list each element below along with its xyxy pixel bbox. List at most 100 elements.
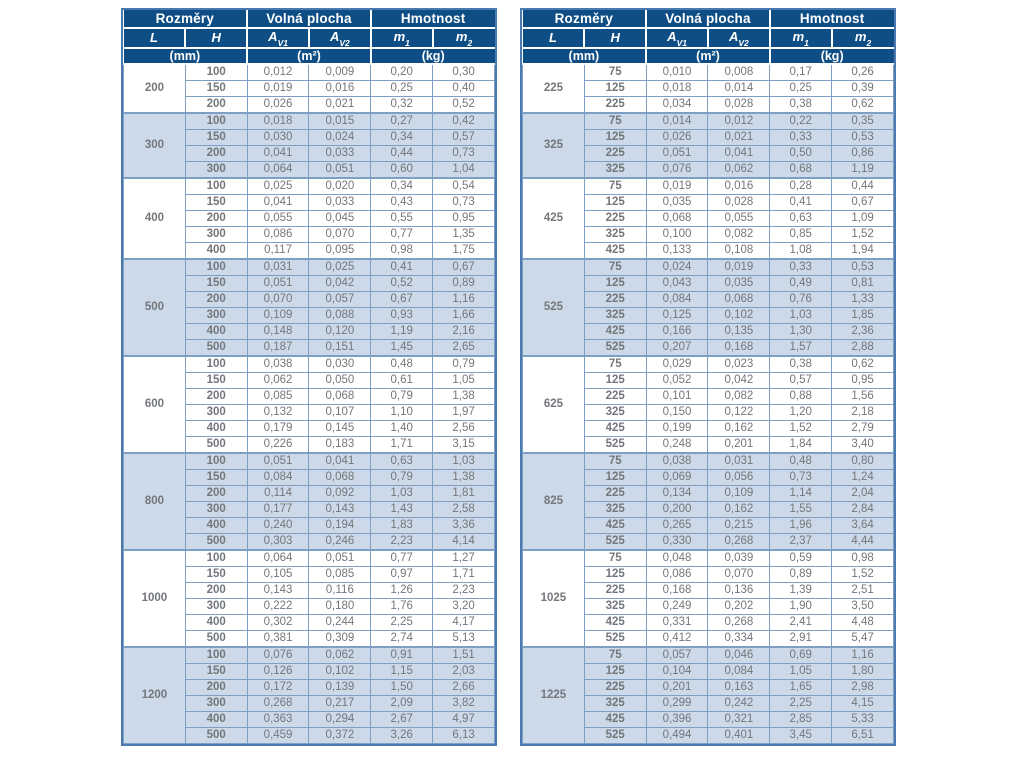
data-cell: 2,16 <box>432 322 495 340</box>
data-cell: 0,201 <box>707 435 771 454</box>
data-cell: 0,217 <box>308 694 372 712</box>
data-cell: 0,63 <box>769 209 833 227</box>
data-cell: 1,08 <box>769 241 833 260</box>
header-symbol-cell: L <box>123 27 187 49</box>
data-cell: 0,33 <box>769 128 833 146</box>
data-cell: 0,177 <box>246 500 310 518</box>
h-value-cell: 400 <box>184 710 248 728</box>
data-cell: 0,133 <box>645 241 709 260</box>
h-value-cell: 100 <box>184 112 248 130</box>
data-cell: 0,035 <box>707 274 771 292</box>
data-cell: 2,18 <box>831 403 894 421</box>
data-cell: 1,09 <box>831 209 894 227</box>
data-cell: 2,91 <box>769 629 833 648</box>
data-cell: 0,084 <box>645 290 709 308</box>
data-cell: 0,93 <box>370 306 434 324</box>
data-cell: 1,71 <box>370 435 434 454</box>
l-value-cell: 500 <box>123 258 186 357</box>
h-value-cell: 300 <box>184 225 248 243</box>
data-cell: 0,168 <box>707 338 771 357</box>
data-cell: 0,076 <box>645 160 709 179</box>
data-cell: 0,009 <box>308 63 372 81</box>
table-row: 325 0,249 0,202 1,90 3,50 <box>523 597 894 615</box>
symbol-base: m <box>792 29 805 44</box>
table-row: 200 0,114 0,092 1,03 1,81 <box>124 484 495 502</box>
data-cell: 0,187 <box>246 338 310 357</box>
table-row: 1025 75 0,048 0,039 0,59 0,98 <box>522 549 894 648</box>
data-cell: 2,51 <box>831 581 894 599</box>
data-cell: 1,65 <box>769 678 833 696</box>
data-cell: 0,029 <box>645 355 709 373</box>
symbol-base: A <box>729 29 739 44</box>
table-row: 325 0,125 0,102 1,03 1,85 <box>523 306 894 324</box>
data-cell: 1,16 <box>432 290 495 308</box>
data-cell: 0,028 <box>707 95 771 114</box>
table-row: 525 75 0,024 0,019 0,33 0,53 <box>522 258 894 357</box>
dimensions-table-right: Rozměry Volná plocha Hmotnost L H AV1 AV2 m1 m2(… <box>522 10 894 744</box>
data-cell: 0,412 <box>645 629 709 648</box>
h-value-cell: 400 <box>184 516 248 534</box>
table-row: 425 0,331 0,268 2,41 4,48 <box>523 613 894 631</box>
data-cell: 0,116 <box>308 581 372 599</box>
data-cell: 0,015 <box>308 112 372 130</box>
header-unit-cell: (m²) <box>246 46 372 65</box>
data-cell: 2,67 <box>370 710 434 728</box>
h-value-cell: 300 <box>184 500 248 518</box>
data-cell: 1,03 <box>769 306 833 324</box>
table-row: 500 0,459 0,372 3,26 6,13 <box>124 726 495 744</box>
data-cell: 0,33 <box>769 258 833 276</box>
data-cell: 6,13 <box>432 726 495 744</box>
data-cell: 5,13 <box>432 629 495 648</box>
h-value-cell: 200 <box>184 387 248 405</box>
h-value-cell: 325 <box>583 306 647 324</box>
data-cell: 1,56 <box>831 387 894 405</box>
table-row: 125 0,052 0,042 0,57 0,95 <box>523 371 894 389</box>
header-unit-cell: (mm) <box>123 46 249 65</box>
data-cell: 0,62 <box>831 355 894 373</box>
data-cell: 1,85 <box>831 306 894 324</box>
data-cell: 0,109 <box>246 306 310 324</box>
data-cell: 0,139 <box>308 678 372 696</box>
data-cell: 0,107 <box>308 403 372 421</box>
data-cell: 0,42 <box>432 112 495 130</box>
data-cell: 0,95 <box>432 209 495 227</box>
data-cell: 1,66 <box>432 306 495 324</box>
data-cell: 1,52 <box>831 565 894 583</box>
data-cell: 0,63 <box>370 452 434 470</box>
header-unit-cell: (kg) <box>369 46 495 65</box>
table-row: 200 0,041 0,033 0,44 0,73 <box>124 144 495 162</box>
data-cell: 0,48 <box>769 452 833 470</box>
h-value-cell: 525 <box>583 532 647 551</box>
h-value-cell: 150 <box>184 79 248 97</box>
h-value-cell: 75 <box>583 177 647 195</box>
table-row: 125 0,043 0,035 0,49 0,81 <box>523 274 894 292</box>
header-symbol-cell: m2 <box>830 27 894 49</box>
data-cell: 0,28 <box>769 177 833 195</box>
catalog-tables-container: Rozměry Volná plocha Hmotnost L H AV1 AV2 m1 m2(… <box>121 8 896 746</box>
data-cell: 0,076 <box>246 646 310 664</box>
data-cell: 0,222 <box>246 597 310 615</box>
h-value-cell: 150 <box>184 565 248 583</box>
data-cell: 0,095 <box>308 241 372 260</box>
data-cell: 0,38 <box>769 355 833 373</box>
table-row: 125 0,104 0,084 1,05 1,80 <box>523 662 894 680</box>
data-cell: 0,73 <box>769 468 833 486</box>
data-cell: 4,44 <box>831 532 894 551</box>
data-cell: 0,064 <box>246 160 310 179</box>
data-cell: 0,135 <box>707 322 771 340</box>
table-row: 325 0,150 0,122 1,20 2,18 <box>523 403 894 421</box>
data-cell: 0,068 <box>707 290 771 308</box>
data-cell: 1,40 <box>370 419 434 437</box>
h-value-cell: 75 <box>583 549 647 567</box>
data-cell: 3,45 <box>769 726 833 744</box>
table-row: 225 0,084 0,068 0,76 1,33 <box>523 290 894 308</box>
data-cell: 0,084 <box>246 468 310 486</box>
data-cell: 1,38 <box>432 468 495 486</box>
table-header: Rozměry Volná plocha Hmotnost L H AV1 AV2 m1 m2(… <box>123 10 495 65</box>
h-value-cell: 525 <box>583 726 647 744</box>
data-cell: 1,38 <box>432 387 495 405</box>
data-cell: 2,56 <box>432 419 495 437</box>
data-cell: 0,025 <box>246 177 310 195</box>
data-cell: 0,052 <box>645 371 709 389</box>
h-value-cell: 100 <box>184 549 248 567</box>
